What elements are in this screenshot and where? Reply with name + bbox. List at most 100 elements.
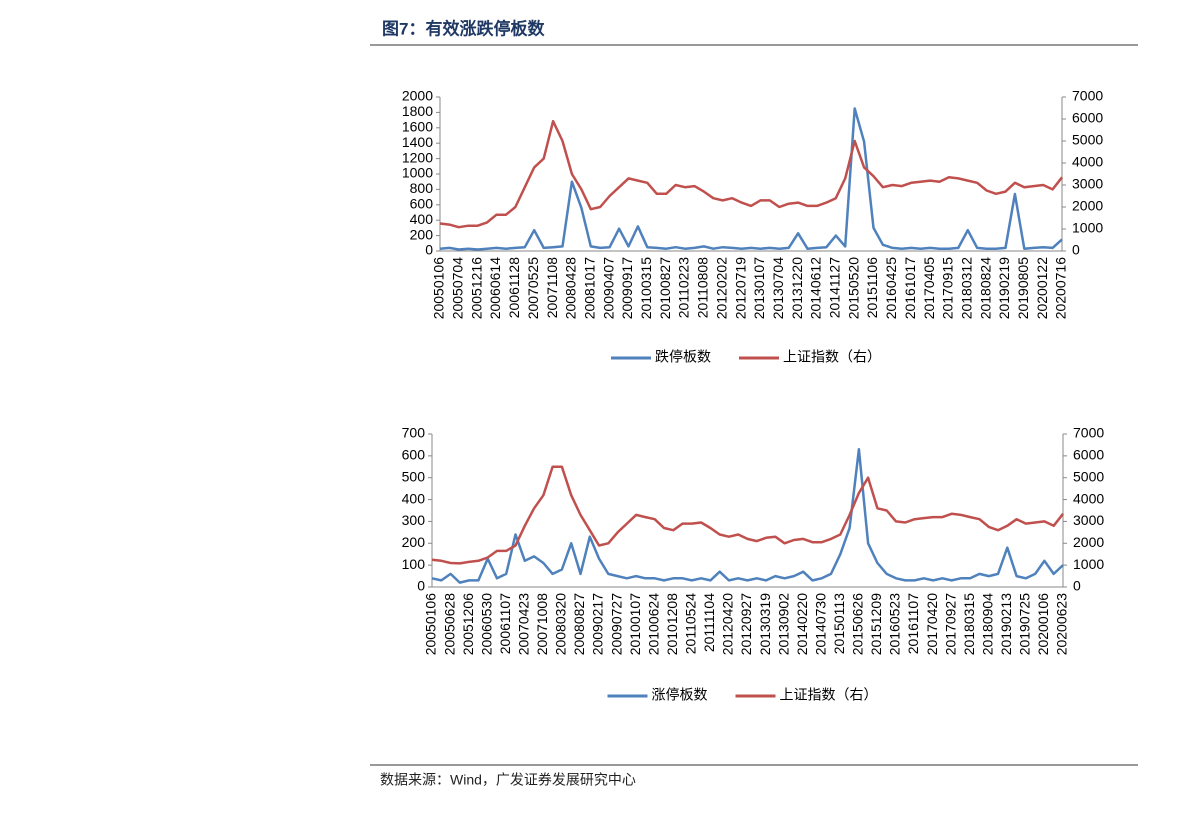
x-tick-label: 20110223 (676, 257, 692, 318)
x-tick-label: 20110524 (683, 593, 699, 654)
y-tick-label: 1000 (402, 165, 433, 181)
y-tick-label: 1800 (402, 103, 433, 119)
x-tick-label: 20200106 (1035, 593, 1051, 656)
x-tick-label: 20140220 (794, 593, 810, 656)
x-tick-label: 20160425 (883, 257, 899, 320)
x-tick-label: 20090407 (600, 257, 616, 320)
x-tick-label: 20090727 (608, 593, 624, 656)
x-tick-label: 20120927 (738, 593, 754, 656)
y-tick-label: 200 (410, 226, 434, 242)
legend-label: 跌停板数 (655, 349, 711, 365)
y2-tick-label: 6000 (1073, 447, 1104, 463)
x-tick-label: 20111104 (701, 593, 717, 652)
x-tick-label: 20050106 (431, 257, 447, 320)
x-tick-label: 20200623 (1054, 593, 1070, 656)
x-tick-label: 20200716 (1053, 257, 1069, 320)
x-tick-label: 20130704 (770, 257, 786, 320)
y2-tick-label: 4000 (1073, 490, 1104, 506)
x-tick-label: 20130319 (757, 593, 773, 656)
x-tick-label: 20050106 (423, 593, 439, 656)
x-tick-label: 20061107 (497, 593, 513, 654)
legend-label: 上证指数（右） (780, 687, 878, 703)
x-tick-label: 20120719 (732, 257, 748, 320)
x-tick-label: 20151106 (864, 257, 880, 318)
x-tick-label: 20200122 (1034, 257, 1050, 320)
x-tick-label: 20071108 (544, 257, 560, 318)
y-tick-label: 300 (402, 512, 426, 528)
x-tick-label: 20120420 (720, 593, 736, 656)
x-tick-label: 20160523 (887, 593, 903, 656)
x-tick-label: 20100624 (645, 593, 661, 656)
y2-tick-label: 0 (1072, 242, 1080, 258)
x-tick-label: 20071008 (534, 593, 550, 656)
x-tick-label: 20131220 (789, 257, 805, 320)
x-tick-label: 20180315 (961, 593, 977, 656)
y2-tick-label: 1000 (1073, 556, 1104, 572)
x-tick-label: 20140612 (808, 257, 824, 320)
x-tick-label: 20151209 (868, 593, 884, 656)
y-tick-label: 1400 (402, 134, 433, 150)
x-tick-label: 20180904 (979, 593, 995, 656)
x-tick-label: 20080320 (553, 593, 569, 656)
y2-tick-label: 5000 (1072, 132, 1103, 148)
series-line (439, 107, 1063, 251)
y-tick-label: 700 (402, 425, 426, 441)
x-tick-label: 20061128 (506, 257, 522, 318)
x-tick-label: 20060530 (478, 593, 494, 656)
y-tick-label: 400 (402, 490, 426, 506)
x-tick-label: 20170405 (921, 257, 937, 320)
x-tick-label: 20170927 (942, 593, 958, 656)
y-tick-label: 100 (402, 556, 426, 572)
y-tick-label: 500 (402, 468, 426, 484)
y-tick-label: 2000 (402, 88, 433, 104)
y-tick-label: 400 (410, 211, 434, 227)
y2-tick-label: 4000 (1072, 154, 1103, 170)
x-tick-label: 20090917 (619, 257, 635, 320)
x-tick-label: 20150113 (831, 593, 847, 654)
x-tick-label: 20050628 (441, 593, 457, 656)
x-tick-label: 20190725 (1017, 593, 1033, 656)
x-tick-label: 20090217 (590, 593, 606, 656)
x-tick-label: 20070525 (525, 257, 541, 320)
x-tick-label: 20100827 (657, 257, 673, 320)
y2-tick-label: 7000 (1072, 88, 1103, 104)
x-tick-label: 20170420 (924, 593, 940, 656)
y2-tick-label: 2000 (1072, 198, 1103, 214)
x-tick-label: 20051206 (460, 593, 476, 656)
x-tick-label: 20190219 (996, 257, 1012, 320)
x-tick-label: 20120202 (713, 257, 729, 320)
x-tick-label: 20150520 (845, 257, 861, 320)
series-line (431, 448, 1064, 584)
y-tick-label: 600 (402, 447, 426, 463)
source-note: 数据来源：Wind，广发证券发展研究中心 (380, 772, 636, 788)
x-tick-label: 20060614 (487, 257, 503, 320)
x-tick-label: 20141127 (827, 257, 843, 318)
y2-tick-label: 0 (1073, 578, 1081, 594)
x-tick-label: 20150626 (850, 593, 866, 656)
y2-tick-label: 1000 (1072, 220, 1103, 236)
y2-tick-label: 7000 (1073, 425, 1104, 441)
series-line (439, 119, 1063, 229)
x-tick-label: 20180312 (958, 257, 974, 320)
x-tick-label: 20170915 (940, 257, 956, 320)
y-tick-label: 0 (417, 578, 425, 594)
legend-label: 涨停板数 (652, 687, 708, 703)
x-tick-label: 20190213 (998, 593, 1014, 656)
x-tick-label: 20161017 (902, 257, 918, 320)
y2-tick-label: 2000 (1073, 534, 1104, 550)
y-tick-label: 800 (410, 180, 434, 196)
y-tick-label: 200 (402, 534, 426, 550)
y2-tick-label: 5000 (1073, 468, 1104, 484)
y2-tick-label: 6000 (1072, 110, 1103, 126)
y-tick-label: 1600 (402, 119, 433, 135)
y-tick-label: 0 (425, 242, 433, 258)
x-tick-label: 20110808 (695, 257, 711, 318)
x-tick-label: 20070423 (515, 593, 531, 656)
x-tick-label: 20081017 (581, 257, 597, 320)
y2-tick-label: 3000 (1072, 176, 1103, 192)
series-line (431, 465, 1064, 565)
figure-title: 图7：有效涨跌停板数 (382, 18, 545, 38)
legend-label: 上证指数（右） (783, 349, 881, 365)
y-tick-label: 600 (410, 196, 434, 212)
